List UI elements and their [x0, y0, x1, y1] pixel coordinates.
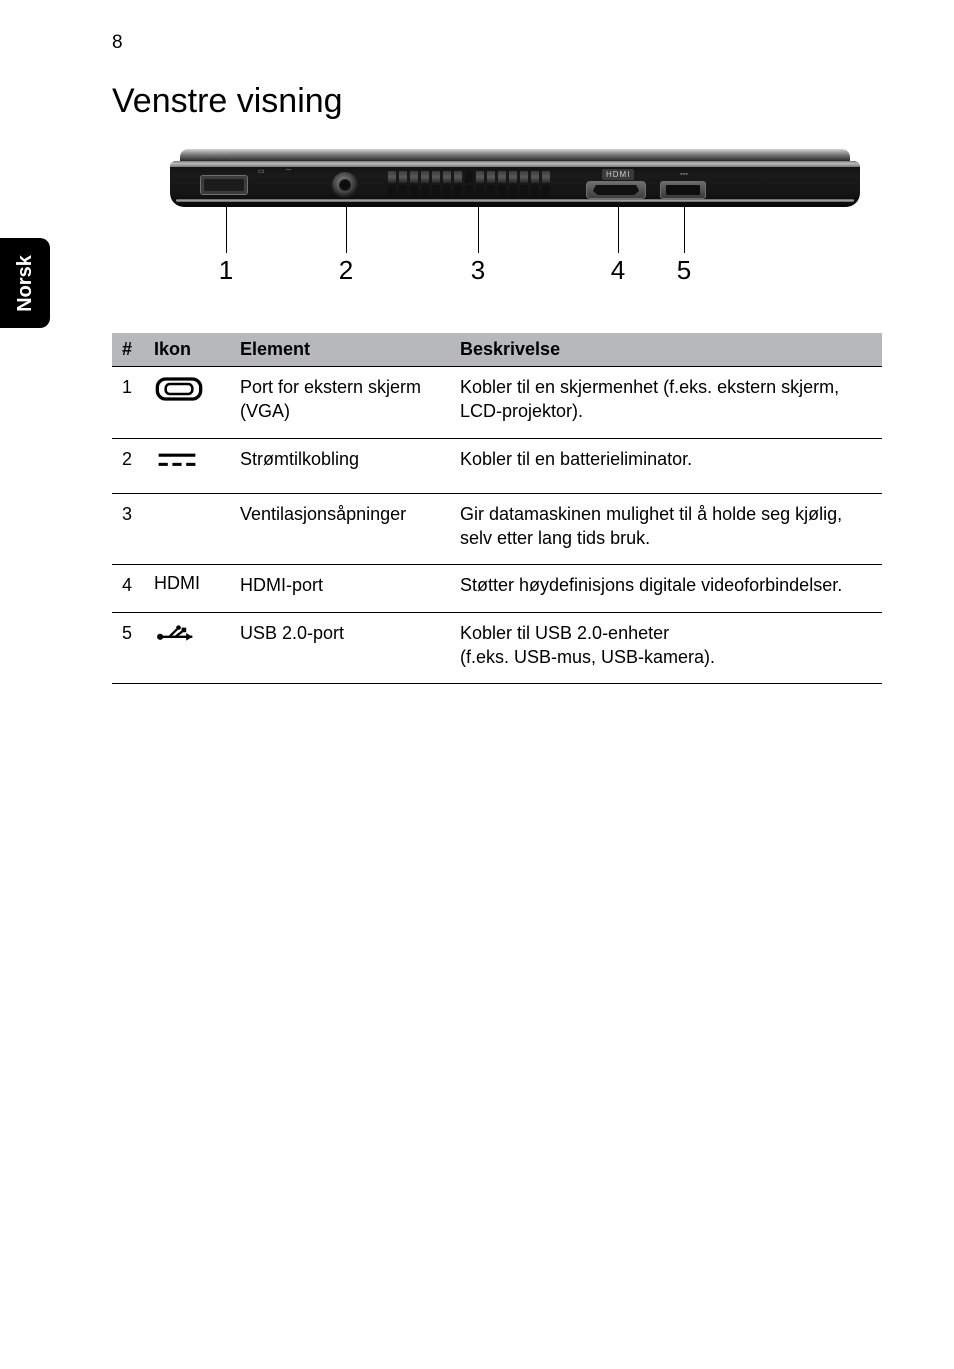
callout-number-4: 4: [611, 255, 625, 286]
language-label: Norsk: [14, 255, 37, 312]
col-header-icon: Ikon: [144, 333, 230, 367]
hdmi-text-icon: HDMI: [154, 573, 200, 593]
usb-port-shape: [660, 181, 706, 199]
page-number: 8: [112, 32, 884, 54]
table-header: # Ikon Element Beskrivelse: [112, 333, 882, 367]
hdmi-port-label: HDMI: [602, 169, 634, 180]
row-num: 5: [112, 612, 144, 684]
row-icon-cell: [144, 367, 230, 439]
callout-leaders: 1 2 3 4 5: [170, 227, 860, 297]
row-icon-cell: [144, 493, 230, 565]
dc-power-icon: [154, 445, 200, 473]
hdmi-port-shape: [586, 181, 646, 199]
col-header-description: Beskrivelse: [450, 333, 882, 367]
row-num: 4: [112, 565, 144, 612]
leader-line-5: [684, 205, 685, 253]
row-element: Strømtilkobling: [230, 438, 450, 493]
laptop-left-view-figure: : : : : : ▭ ─ HDMI ⎓ 1: [170, 149, 860, 297]
row-icon-cell: HDMI: [144, 565, 230, 612]
power-mark: ─: [286, 167, 291, 174]
leader-line-3: [478, 205, 479, 253]
row-description: Kobler til USB 2.0-enheter(f.eks. USB-mu…: [450, 612, 882, 684]
leader-line-1: [226, 205, 227, 253]
row-description: Kobler til en skjermenhet (f.eks. ekster…: [450, 367, 882, 439]
usb-icon: [154, 619, 200, 647]
vga-port-shape: [200, 175, 248, 195]
row-num: 2: [112, 438, 144, 493]
row-description: Gir datamaskinen mulighet til å holde se…: [450, 493, 882, 565]
dc-power-jack-shape: [332, 172, 358, 198]
document-page: 8 Norsk Venstre visning : : : : : ▭ ─: [0, 0, 954, 1369]
ventilation-slots: [388, 171, 566, 201]
row-icon-cell: [144, 612, 230, 684]
lock-mark: ▭: [258, 167, 265, 175]
leader-line-2: [346, 205, 347, 253]
table-row: 2 Strømtilkobling Kobler til en batterie…: [112, 438, 882, 493]
row-icon-cell: [144, 438, 230, 493]
row-description: Kobler til en batterieliminator.: [450, 438, 882, 493]
row-num: 1: [112, 367, 144, 439]
col-header-num: #: [112, 333, 144, 367]
row-element: Ventilasjonsåpninger: [230, 493, 450, 565]
section-heading: Venstre visning: [112, 82, 884, 121]
row-num: 3: [112, 493, 144, 565]
callout-number-1: 1: [219, 255, 233, 286]
laptop-side-illustration: : : : : : ▭ ─ HDMI ⎓: [170, 149, 860, 227]
laptop-top-edge: [170, 161, 860, 167]
row-element: HDMI-port: [230, 565, 450, 612]
row-element: Port for ekstern skjerm (VGA): [230, 367, 450, 439]
callout-number-5: 5: [677, 255, 691, 286]
vga-dots: : : : : :: [204, 150, 228, 156]
ports-table: # Ikon Element Beskrivelse 1 Port for ek…: [112, 333, 882, 684]
callout-number-2: 2: [339, 255, 353, 286]
col-header-element: Element: [230, 333, 450, 367]
table-row: 1 Port for ekstern skjerm (VGA) Kobler t…: [112, 367, 882, 439]
row-element: USB 2.0-port: [230, 612, 450, 684]
table-row: 4 HDMI HDMI-port Støtter høydefinisjons …: [112, 565, 882, 612]
vga-icon: [154, 373, 204, 405]
usb-symbol: ⎓: [680, 169, 688, 180]
language-side-tab: Norsk: [0, 238, 50, 328]
table-row: 5 USB 2.0-port Kobler til USB 2.0-enhete…: [112, 612, 882, 684]
callout-number-3: 3: [471, 255, 485, 286]
table-row: 3 Ventilasjonsåpninger Gir datamaskinen …: [112, 493, 882, 565]
leader-line-4: [618, 205, 619, 253]
row-description: Støtter høydefinisjons digitale videofor…: [450, 565, 882, 612]
